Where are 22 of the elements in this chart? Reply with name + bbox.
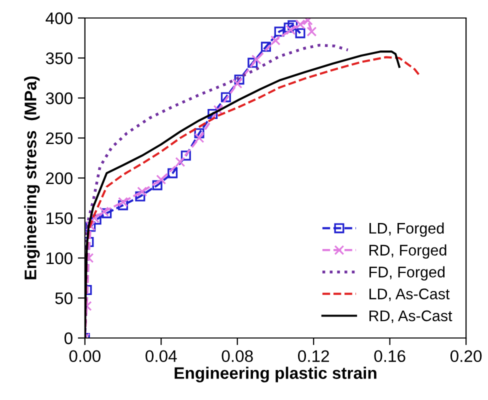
y-tick-label: 250	[46, 132, 72, 144]
legend-label: RD, Forged	[370, 244, 446, 259]
y-tick-label: 150	[46, 212, 72, 224]
y-tick-label: 200	[46, 172, 72, 184]
x-axis-title: Engineering plastic strain	[174, 366, 376, 382]
x-tick-label: 0.16	[374, 350, 406, 362]
x-tick-label: 0.12	[298, 350, 329, 362]
y-tick-label: 100	[46, 252, 72, 264]
y-tick-label: 350	[46, 52, 72, 64]
legend-label: LD, As-Cast	[370, 288, 450, 302]
y-axis-title: Engineering stress (MPa)	[24, 76, 40, 280]
y-tick-label: 300	[46, 92, 72, 104]
x-tick-label: 0.04	[146, 350, 177, 362]
y-tick-label: 50	[55, 292, 72, 304]
legend-label: LD, Forged	[370, 222, 444, 237]
x-tick-label: 0.00	[69, 350, 100, 362]
legend-label: RD, As-Cast	[370, 310, 452, 324]
legend-label: FD, Forged	[370, 266, 445, 280]
y-tick-label: 0	[64, 332, 72, 344]
x-tick-label: 0.20	[450, 350, 482, 362]
x-tick-label: 0.08	[222, 350, 253, 362]
y-tick-label: 400	[46, 12, 72, 24]
